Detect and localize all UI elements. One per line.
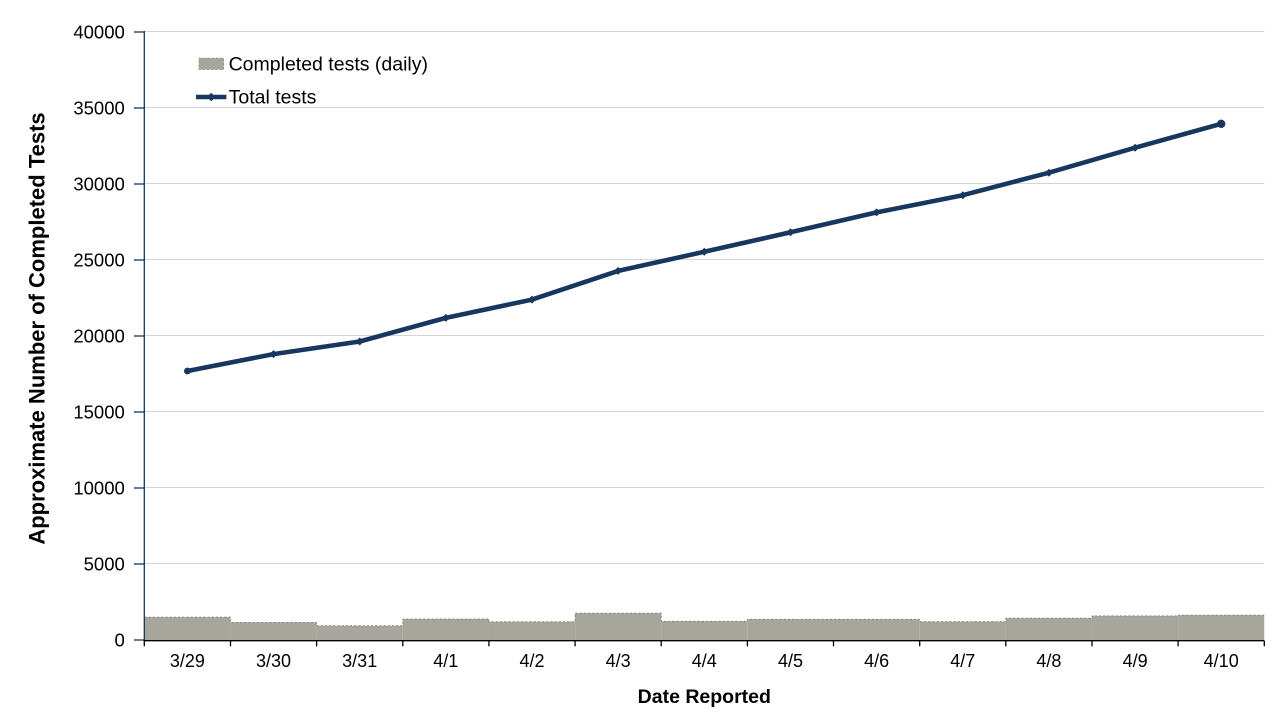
svg-text:10000: 10000 [73, 477, 124, 498]
svg-text:15000: 15000 [73, 401, 124, 422]
svg-text:4/5: 4/5 [778, 651, 803, 671]
svg-text:4/9: 4/9 [1123, 651, 1148, 671]
svg-text:Total tests: Total tests [229, 87, 317, 109]
svg-text:0: 0 [115, 629, 125, 650]
svg-text:4/6: 4/6 [864, 651, 889, 671]
svg-text:35000: 35000 [73, 97, 124, 118]
svg-text:3/31: 3/31 [342, 651, 377, 671]
svg-text:Approximate Number of Complete: Approximate Number of Completed Tests [25, 112, 50, 544]
svg-text:3/29: 3/29 [170, 651, 205, 671]
svg-text:20000: 20000 [73, 325, 124, 346]
svg-text:4/1: 4/1 [433, 651, 458, 671]
svg-text:4/4: 4/4 [692, 651, 717, 671]
svg-text:5000: 5000 [84, 553, 125, 574]
svg-text:3/30: 3/30 [256, 651, 291, 671]
svg-text:Completed tests (daily): Completed tests (daily) [229, 53, 428, 75]
svg-text:30000: 30000 [73, 173, 124, 194]
svg-text:Date Reported: Date Reported [638, 686, 771, 708]
svg-text:4/7: 4/7 [950, 651, 975, 671]
svg-text:40000: 40000 [73, 21, 124, 42]
svg-text:4/10: 4/10 [1204, 651, 1239, 671]
svg-text:4/8: 4/8 [1036, 651, 1061, 671]
svg-text:25000: 25000 [73, 249, 124, 270]
svg-text:4/3: 4/3 [606, 651, 631, 671]
svg-text:4/2: 4/2 [519, 651, 544, 671]
